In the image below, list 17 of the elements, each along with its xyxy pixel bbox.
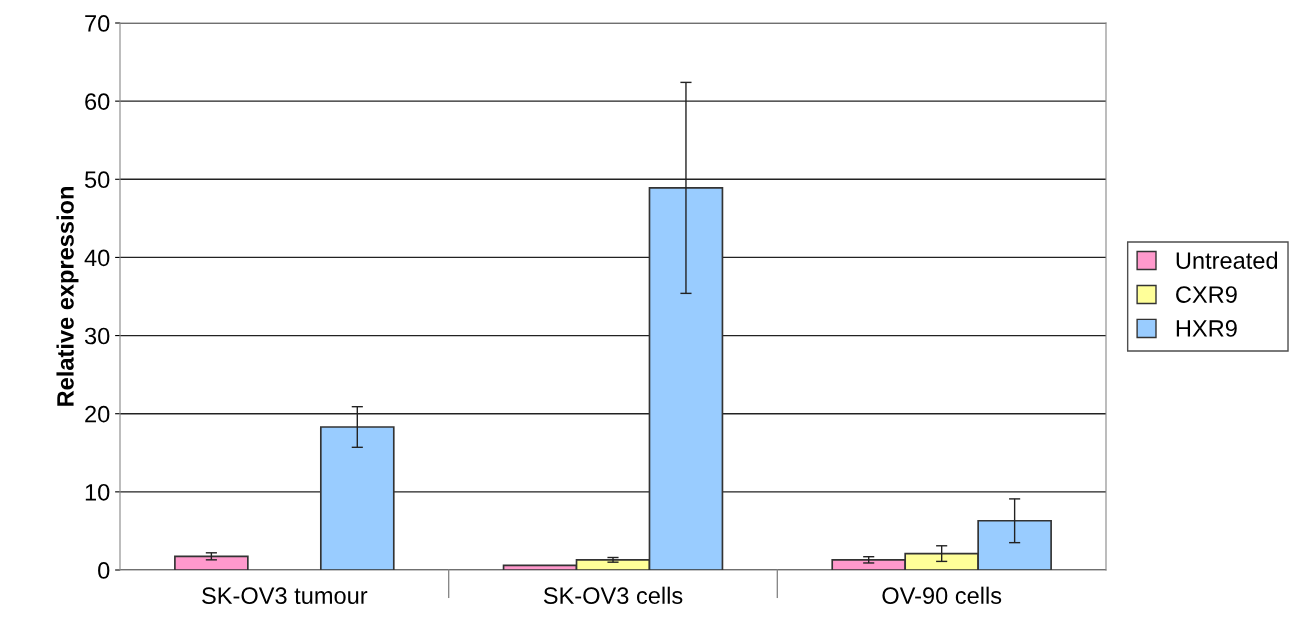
x-tick-label: SK-OV3 cells — [543, 586, 683, 605]
x-tick-label: OV-90 cells — [882, 586, 1002, 605]
legend-label: Untreated — [1176, 251, 1278, 269]
y-tick-label: 70 — [85, 15, 110, 32]
bar — [319, 426, 395, 570]
y-tick-label: 30 — [84, 327, 110, 345]
y-tick-label: 60 — [85, 93, 110, 110]
y-tick-label: 0 — [98, 562, 110, 579]
y-tick-label: 40 — [84, 249, 110, 267]
x-tick-label: SK-OV3 tumour — [202, 587, 368, 605]
legend-label: CXR9 — [1176, 286, 1237, 303]
y-axis-title: Relative expression — [56, 187, 79, 406]
y-tick-label: 20 — [85, 405, 110, 423]
y-tick-label: 10 — [85, 483, 110, 501]
legend-label: HXR9 — [1176, 320, 1237, 337]
y-tick-label: 50 — [84, 171, 110, 189]
bar — [174, 555, 249, 570]
